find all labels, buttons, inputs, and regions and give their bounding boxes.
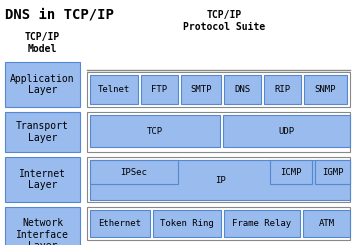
Bar — [87, 207, 350, 240]
Text: SNMP: SNMP — [315, 85, 336, 94]
Bar — [87, 157, 350, 202]
Text: Network
Interface
Layer: Network Interface Layer — [16, 218, 69, 245]
Text: DNS: DNS — [234, 85, 251, 94]
Bar — [5, 62, 80, 107]
Text: Transport
Layer: Transport Layer — [16, 121, 69, 143]
Bar — [90, 75, 138, 104]
Bar — [87, 112, 350, 152]
Bar — [304, 75, 347, 104]
Text: Internet
Layer: Internet Layer — [19, 169, 66, 190]
Text: ICMP: ICMP — [280, 168, 302, 176]
Bar — [270, 160, 312, 184]
Text: SMTP: SMTP — [190, 85, 212, 94]
Text: ATM: ATM — [318, 219, 335, 228]
Text: TCP: TCP — [147, 126, 163, 135]
Text: Ethernet: Ethernet — [99, 219, 142, 228]
Bar — [181, 75, 221, 104]
Bar — [90, 160, 178, 184]
Bar — [153, 210, 221, 237]
Bar — [90, 210, 150, 237]
Bar — [5, 157, 80, 202]
Text: DNS in TCP/IP: DNS in TCP/IP — [5, 8, 114, 22]
Text: RIP: RIP — [274, 85, 291, 94]
Bar — [224, 75, 261, 104]
Text: FTP: FTP — [151, 85, 168, 94]
Bar — [303, 210, 350, 237]
Bar — [264, 75, 301, 104]
Bar — [90, 115, 220, 147]
Text: IP: IP — [215, 175, 225, 184]
Text: Application
Layer: Application Layer — [10, 74, 75, 95]
Text: IPSec: IPSec — [121, 168, 147, 176]
Text: Telnet: Telnet — [98, 85, 130, 94]
Bar — [5, 207, 80, 245]
Bar — [315, 160, 350, 184]
Text: TCP/IP
Model: TCP/IP Model — [25, 32, 60, 54]
Text: UDP: UDP — [278, 126, 295, 135]
Bar — [5, 112, 80, 152]
Bar — [223, 115, 350, 147]
Text: IGMP: IGMP — [322, 168, 343, 176]
Text: Frame Relay: Frame Relay — [232, 219, 292, 228]
Bar — [90, 160, 350, 200]
Bar — [141, 75, 178, 104]
Text: Token Ring: Token Ring — [160, 219, 214, 228]
Text: TCP/IP
Protocol Suite: TCP/IP Protocol Suite — [183, 10, 265, 32]
Bar — [87, 72, 350, 107]
Bar — [224, 210, 300, 237]
